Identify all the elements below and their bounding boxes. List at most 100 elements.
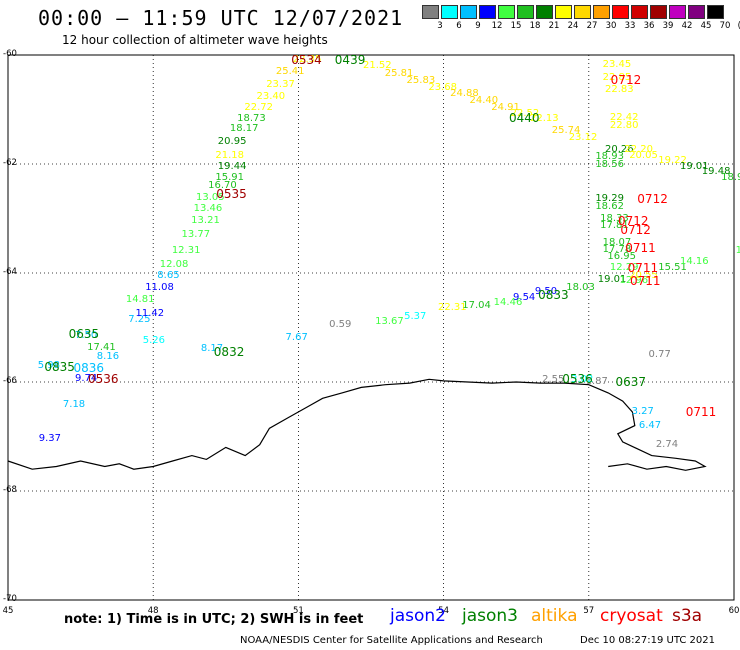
wave-height-value: 17.78 bbox=[602, 244, 632, 256]
wave-height-value: 18.90 bbox=[721, 171, 740, 183]
colorbar-swatch bbox=[688, 5, 705, 19]
colorbar-swatch bbox=[555, 5, 572, 19]
satellite-cryosat: cryosat bbox=[600, 606, 663, 626]
pass-time-label: 0536 bbox=[562, 372, 593, 387]
wave-height-value: 17.41 bbox=[87, 341, 116, 353]
pass-time-label: 0711 bbox=[685, 404, 717, 419]
wave-height-value: 18.33 bbox=[600, 212, 629, 224]
colorbar-label: 70 bbox=[719, 21, 731, 31]
wave-height-value: 19.22 bbox=[658, 155, 687, 167]
wave-height-value: 3.02 bbox=[571, 374, 594, 386]
wave-height-value: 18.73 bbox=[237, 112, 266, 124]
wave-height-value: 11.42 bbox=[135, 307, 165, 319]
wave-height-value: 12.96 bbox=[619, 275, 649, 287]
colorbar-swatch bbox=[669, 5, 686, 19]
wave-height-value: 16 bbox=[735, 245, 740, 257]
wave-height-value: 19.44 bbox=[217, 160, 247, 172]
wave-height-value: 5.37 bbox=[404, 310, 427, 322]
wave-height-value: 21.18 bbox=[215, 149, 245, 161]
wave-height-value: 8.65 bbox=[157, 269, 180, 281]
colorbar-swatch bbox=[612, 5, 629, 19]
pass-time-label: 0832 bbox=[213, 345, 245, 360]
wave-height-value: 9.50 bbox=[534, 286, 558, 298]
longitude-label: 51 bbox=[292, 606, 304, 616]
wave-height-value: 5.98 bbox=[37, 359, 61, 371]
pass-time-label: 0833 bbox=[538, 287, 569, 302]
wave-height-value: 22.20 bbox=[624, 144, 653, 156]
wave-height-value: 5.26 bbox=[142, 335, 166, 347]
wave-height-value: 13.05 bbox=[196, 191, 225, 203]
pass-time-label: 0712 bbox=[617, 214, 649, 229]
wave-height-value: 25.74 bbox=[551, 125, 581, 137]
wave-height-value: 9.54 bbox=[513, 291, 536, 303]
wave-height-value: 2.55 bbox=[542, 374, 565, 386]
wave-height-value: 23.12 bbox=[568, 131, 598, 143]
colorbar-label: 45 bbox=[700, 21, 712, 31]
colorbar-swatch bbox=[479, 5, 496, 19]
wave-height-value: 16.70 bbox=[208, 179, 237, 191]
wave-height-value: 12.31 bbox=[171, 245, 201, 257]
longitude-label: 48 bbox=[147, 606, 159, 616]
wave-height-value: 17.04 bbox=[462, 299, 491, 311]
longitude-label: 57 bbox=[583, 606, 595, 616]
wave-height-value: 8.16 bbox=[96, 351, 120, 363]
map-frame bbox=[7, 54, 735, 601]
wave-height-value: 3.27 bbox=[631, 405, 654, 417]
wave-height-value: 20.26 bbox=[605, 144, 634, 156]
colorbar-label: 21 bbox=[548, 21, 560, 31]
pass-time-label: 0635 bbox=[68, 327, 100, 342]
colorbar-swatch bbox=[460, 5, 477, 19]
colorbar-swatch bbox=[422, 5, 439, 19]
wave-height-value: 23.37 bbox=[266, 78, 295, 90]
wave-height-value: 19.01 bbox=[597, 273, 627, 285]
colorbar-label: 39 bbox=[662, 21, 674, 31]
wave-height-value: 18.03 bbox=[566, 281, 595, 293]
wave-height-value: 21.52 bbox=[363, 59, 392, 71]
wave-height-value: 19.29 bbox=[595, 193, 624, 205]
wave-height-value: 15.51 bbox=[658, 261, 687, 273]
wave-height-value: 18.17 bbox=[229, 122, 259, 134]
pass-time-label: 0711 bbox=[627, 260, 659, 275]
pass-time-label: 0835 bbox=[44, 359, 75, 374]
map-title: 00:00 – 11:59 UTC 12/07/2021 bbox=[38, 6, 404, 30]
wave-height-value: 22.52 bbox=[510, 107, 540, 119]
wave-height-value: 17.81 bbox=[600, 219, 629, 231]
wave-height-value: 20.95 bbox=[217, 136, 247, 148]
antarctic-coastline bbox=[7, 378, 707, 471]
satellite-altika: altika bbox=[531, 606, 578, 626]
colorbar-label: 3 bbox=[437, 21, 443, 31]
pass-time-label: 0712 bbox=[610, 72, 642, 87]
wave-height-value: 7.50 bbox=[75, 329, 98, 341]
wave-height-value: 8.17 bbox=[200, 343, 224, 355]
footer-note: note: 1) Time is in UTC; 2) SWH is in fe… bbox=[64, 612, 364, 627]
colorbar-label: 18 bbox=[529, 21, 541, 31]
colorbar-label: 24 bbox=[567, 21, 579, 31]
wave-height-value: 13.46 bbox=[193, 202, 223, 214]
colorbar-label: 33 bbox=[624, 21, 636, 31]
colorbar-label: 27 bbox=[586, 21, 598, 31]
latitude-label: -62 bbox=[3, 158, 17, 168]
graticule bbox=[7, 54, 735, 601]
colorbar-label: 12 bbox=[491, 21, 503, 31]
colorbar-label: 9 bbox=[475, 21, 481, 31]
wave-height-value: 13.77 bbox=[181, 228, 211, 240]
pass-time-label: 0440 bbox=[509, 110, 540, 125]
colorbar-swatch bbox=[441, 5, 458, 19]
longitude-label: 54 bbox=[438, 606, 450, 616]
pass-time-label: 0712 bbox=[620, 223, 651, 238]
pass-time-label: 0711 bbox=[630, 274, 661, 289]
wave-height-value: 18.56 bbox=[595, 159, 624, 171]
colorbar-label: 15 bbox=[510, 21, 522, 31]
wave-height-value: 6.47 bbox=[638, 419, 662, 431]
pass-time-label: 0637 bbox=[615, 375, 647, 389]
colorbar-swatch bbox=[536, 5, 553, 19]
latitude-label: -64 bbox=[3, 267, 17, 277]
colorbar-swatch bbox=[650, 5, 667, 19]
satellite-jason3: jason3 bbox=[462, 606, 518, 626]
wave-height-value: 12.29 bbox=[609, 261, 639, 273]
colorbar-label: 42 bbox=[681, 21, 693, 31]
wave-height-value: 14.16 bbox=[680, 256, 709, 268]
wave-height-value: 20.55 bbox=[629, 269, 658, 281]
wave-height-value: 22.13 bbox=[529, 113, 559, 125]
